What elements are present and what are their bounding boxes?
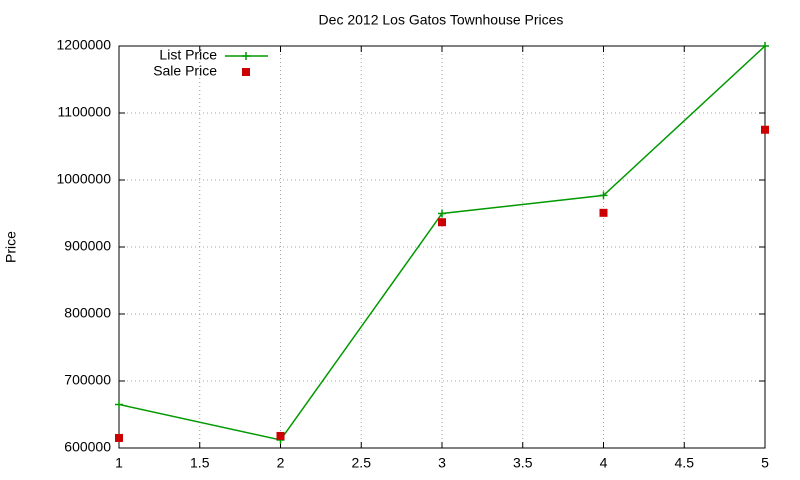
- legend-marker: [242, 68, 250, 76]
- plot-frame: [118, 45, 766, 449]
- chart-title: Dec 2012 Los Gatos Townhouse Prices: [319, 12, 564, 28]
- x-tick-label: 5: [761, 455, 769, 471]
- legend-label: List Price: [159, 47, 217, 63]
- data-point: [438, 209, 446, 218]
- y-tick-label: 1000000: [56, 171, 111, 187]
- x-tick-label: 3.5: [513, 455, 533, 471]
- y-tick-label: 800000: [64, 305, 111, 321]
- x-tick-label: 2: [277, 455, 285, 471]
- x-tick-label: 2.5: [352, 455, 372, 471]
- data-point: [599, 191, 608, 200]
- y-tick-label: 1100000: [58, 104, 112, 120]
- data-point: [761, 42, 769, 50]
- x-tick-label: 1: [115, 455, 123, 471]
- x-tick-label: 3: [438, 455, 446, 471]
- legend-label: Sale Price: [153, 63, 217, 79]
- data-point: [115, 400, 123, 409]
- x-tick-label: 4: [600, 455, 608, 471]
- x-tick-label: 1.5: [190, 455, 210, 471]
- x-tick-label: 4.5: [675, 455, 695, 471]
- y-tick-label: 1200000: [56, 37, 111, 53]
- legend-marker: [242, 52, 250, 60]
- data-point: [599, 208, 608, 217]
- y-tick-label: 600000: [64, 439, 111, 455]
- data-point: [761, 125, 769, 134]
- y-tick-label: 700000: [64, 372, 111, 388]
- data-point: [438, 218, 446, 227]
- data-point: [115, 433, 123, 442]
- y-tick-label: 900000: [64, 238, 111, 254]
- y-axis-label: Price: [3, 231, 19, 263]
- data-point: [276, 431, 285, 440]
